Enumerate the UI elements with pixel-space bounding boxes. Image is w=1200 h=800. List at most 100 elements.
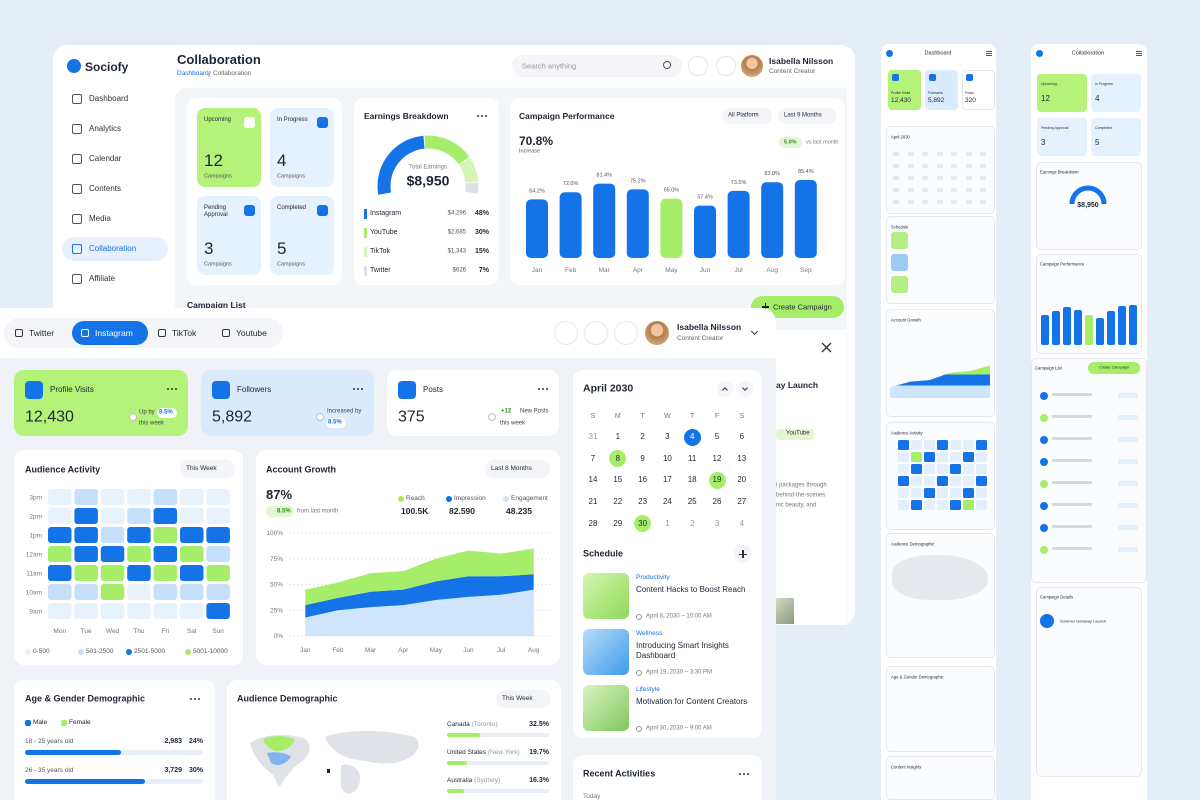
- icon-button[interactable]: [614, 321, 638, 345]
- day[interactable]: 20: [737, 475, 747, 485]
- tab[interactable]: Twitter: [29, 327, 55, 338]
- filter-label: All Platform: [728, 112, 759, 119]
- tab[interactable]: TikTok: [172, 327, 197, 338]
- nav-item[interactable]: Calendar: [89, 154, 122, 164]
- icon: [212, 381, 230, 399]
- day-highlight[interactable]: [609, 450, 627, 468]
- nav-active-pill[interactable]: [62, 237, 168, 261]
- day[interactable]: 13: [737, 453, 747, 463]
- day[interactable]: 15: [613, 475, 623, 485]
- mobile-list-icon: [1040, 502, 1048, 510]
- day[interactable]: 23: [638, 497, 648, 507]
- day[interactable]: 10: [662, 453, 672, 463]
- nav-item[interactable]: Media: [89, 214, 111, 224]
- day[interactable]: 3: [665, 432, 670, 442]
- mobile-create-button[interactable]: [1088, 362, 1140, 374]
- icon-button[interactable]: [688, 56, 708, 76]
- y-tick-label: 12am: [26, 552, 42, 559]
- icon-button[interactable]: [716, 56, 736, 76]
- country-bar: [447, 761, 468, 765]
- filter-dropdown[interactable]: [722, 108, 772, 124]
- day[interactable]: 9: [640, 453, 645, 463]
- day[interactable]: 7: [590, 453, 596, 463]
- badge: [157, 408, 177, 418]
- mobile-list-icon: [1040, 546, 1048, 554]
- day[interactable]: 5: [714, 432, 720, 442]
- mobile-stat-label: Completed: [1095, 126, 1112, 130]
- nav-arrow[interactable]: [717, 381, 733, 397]
- day[interactable]: 2: [689, 519, 695, 528]
- day[interactable]: 28: [588, 519, 598, 528]
- filter-dropdown[interactable]: [778, 108, 836, 124]
- legend-swatch: [364, 266, 367, 276]
- mobile-stat-label: Upcoming: [1041, 82, 1057, 86]
- day[interactable]: 8: [615, 453, 621, 463]
- filter-dropdown[interactable]: [485, 460, 550, 478]
- total-label: Total Earnings: [408, 164, 448, 171]
- day[interactable]: 26: [712, 497, 722, 507]
- day[interactable]: 2: [640, 432, 645, 442]
- day[interactable]: 30: [638, 519, 648, 528]
- x-tick-label: Tue: [81, 628, 92, 635]
- icon: [15, 329, 23, 337]
- icon: [158, 329, 166, 337]
- x-tick-label: Jul: [497, 647, 506, 654]
- day-highlight[interactable]: [634, 515, 652, 533]
- tab[interactable]: Youtube: [236, 327, 267, 338]
- icon-button[interactable]: [584, 321, 608, 345]
- nav-arrow[interactable]: [737, 381, 753, 397]
- day[interactable]: 1: [615, 432, 621, 442]
- icon-button[interactable]: [554, 321, 578, 345]
- mobile-bar: [1052, 311, 1060, 345]
- day-highlight[interactable]: [708, 471, 726, 489]
- tab[interactable]: Instagram: [95, 327, 133, 338]
- day[interactable]: 18: [687, 475, 697, 485]
- mobile-heat: [950, 452, 961, 462]
- day[interactable]: 17: [662, 475, 672, 485]
- search-box[interactable]: [512, 55, 682, 77]
- card-title: Audience Demographic: [237, 693, 338, 704]
- nav-item[interactable]: Analytics: [89, 124, 122, 134]
- day[interactable]: 24: [662, 497, 672, 507]
- nav-item[interactable]: Contents: [89, 184, 122, 194]
- filter-label: This Week: [186, 465, 217, 473]
- day[interactable]: 25: [687, 497, 697, 507]
- heat-cell: [206, 584, 230, 600]
- filter-dropdown[interactable]: [496, 690, 551, 708]
- day[interactable]: 4: [739, 519, 745, 528]
- nav-item[interactable]: Collaboration: [89, 244, 137, 254]
- gauge-segment: [458, 157, 479, 183]
- day[interactable]: 21: [588, 497, 598, 507]
- mobile-day: [922, 152, 928, 156]
- card-title: Age & Gender Demographic: [25, 693, 146, 704]
- day-highlight[interactable]: [683, 428, 701, 446]
- filter-dropdown[interactable]: [180, 460, 235, 478]
- nav-item[interactable]: Affiliate: [89, 274, 116, 284]
- day[interactable]: 16: [638, 475, 648, 485]
- legend-label: 501-2500: [86, 648, 114, 656]
- day[interactable]: 6: [739, 432, 745, 442]
- day[interactable]: 22: [613, 497, 623, 507]
- day[interactable]: 4: [689, 432, 695, 442]
- day[interactable]: 12: [712, 453, 722, 463]
- nav-item[interactable]: Dashboard: [89, 94, 129, 104]
- weekday: S: [590, 412, 596, 420]
- mobile-heat: [937, 452, 948, 462]
- tab-active[interactable]: [72, 321, 148, 345]
- day[interactable]: 31: [588, 432, 598, 442]
- create-button[interactable]: [751, 296, 844, 318]
- mobile-heat: [937, 500, 948, 510]
- country-share: 16.3%: [529, 776, 549, 784]
- day[interactable]: 19: [712, 475, 722, 485]
- day[interactable]: 14: [588, 475, 598, 485]
- mobile-list-line: [1052, 503, 1092, 506]
- performance-chart: 64.2% Jan 72.0% Feb 81.4% Mar 75.2% Apr 65.0% May…: [526, 169, 817, 274]
- day[interactable]: 3: [714, 519, 720, 528]
- change-label: from last month: [297, 508, 339, 515]
- breadcrumb[interactable]: Dashboard: [177, 70, 209, 78]
- day[interactable]: 11: [688, 453, 697, 463]
- day[interactable]: 27: [737, 497, 747, 507]
- day[interactable]: 29: [613, 519, 623, 528]
- mobile-stat-label: Posts: [965, 90, 974, 95]
- day[interactable]: 1: [665, 519, 670, 528]
